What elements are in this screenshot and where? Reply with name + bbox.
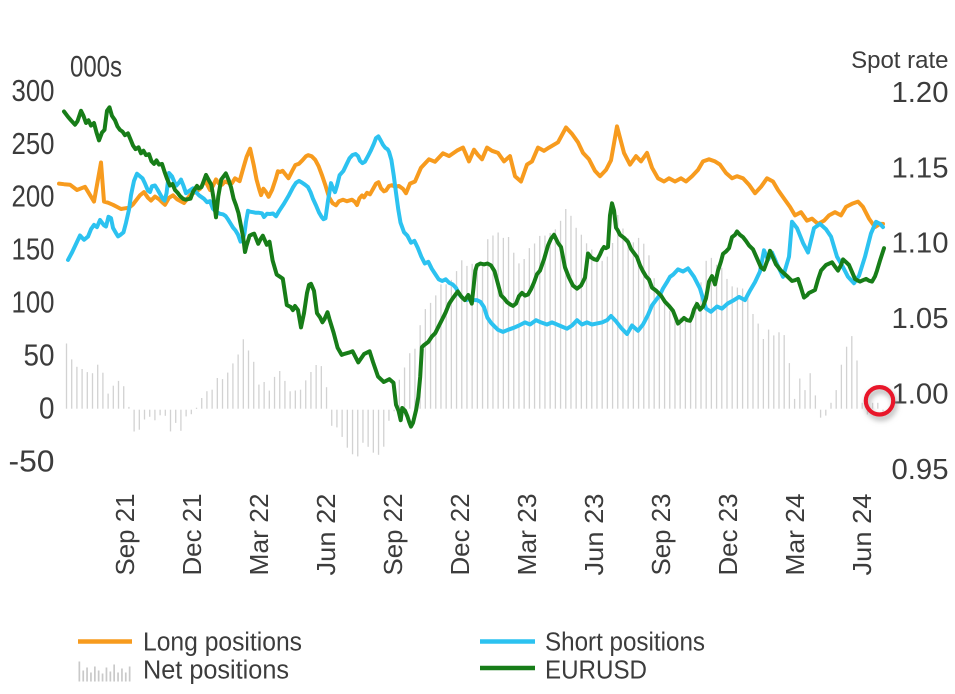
- svg-text:Mar 23: Mar 23: [512, 494, 542, 576]
- svg-text:Jun 22: Jun 22: [311, 494, 341, 576]
- svg-text:150: 150: [12, 232, 55, 267]
- svg-text:Sep 23: Sep 23: [646, 494, 676, 576]
- svg-text:Mar 24: Mar 24: [780, 494, 810, 576]
- svg-text:Jun 24: Jun 24: [847, 494, 877, 576]
- svg-text:50: 50: [24, 338, 55, 373]
- svg-text:Dec 22: Dec 22: [445, 494, 475, 576]
- svg-text:300: 300: [12, 73, 55, 108]
- svg-text:100: 100: [12, 285, 55, 320]
- svg-text:1.05: 1.05: [892, 303, 949, 335]
- svg-text:Long positions: Long positions: [143, 629, 302, 657]
- svg-text:Sep 22: Sep 22: [378, 494, 408, 576]
- svg-text:Sep 21: Sep 21: [110, 494, 140, 576]
- svg-text:Short positions: Short positions: [545, 629, 705, 657]
- svg-text:1.10: 1.10: [892, 228, 949, 260]
- svg-text:1.00: 1.00: [892, 379, 949, 411]
- svg-text:250: 250: [12, 126, 55, 161]
- svg-text:0.95: 0.95: [892, 454, 949, 486]
- svg-text:-50: -50: [9, 443, 55, 478]
- svg-text:000s: 000s: [70, 50, 122, 83]
- svg-text:EURUSD: EURUSD: [545, 657, 647, 685]
- svg-text:Dec 23: Dec 23: [713, 494, 743, 576]
- svg-text:0: 0: [39, 391, 55, 426]
- svg-text:Mar 22: Mar 22: [244, 494, 274, 576]
- svg-text:1.15: 1.15: [892, 152, 949, 184]
- svg-text:Spot rate: Spot rate: [851, 47, 948, 74]
- svg-text:1.20: 1.20: [892, 77, 949, 109]
- svg-text:Net positions: Net positions: [143, 657, 289, 685]
- svg-text:Dec 21: Dec 21: [177, 494, 207, 576]
- svg-text:200: 200: [12, 179, 55, 214]
- svg-text:Jun 23: Jun 23: [579, 494, 609, 576]
